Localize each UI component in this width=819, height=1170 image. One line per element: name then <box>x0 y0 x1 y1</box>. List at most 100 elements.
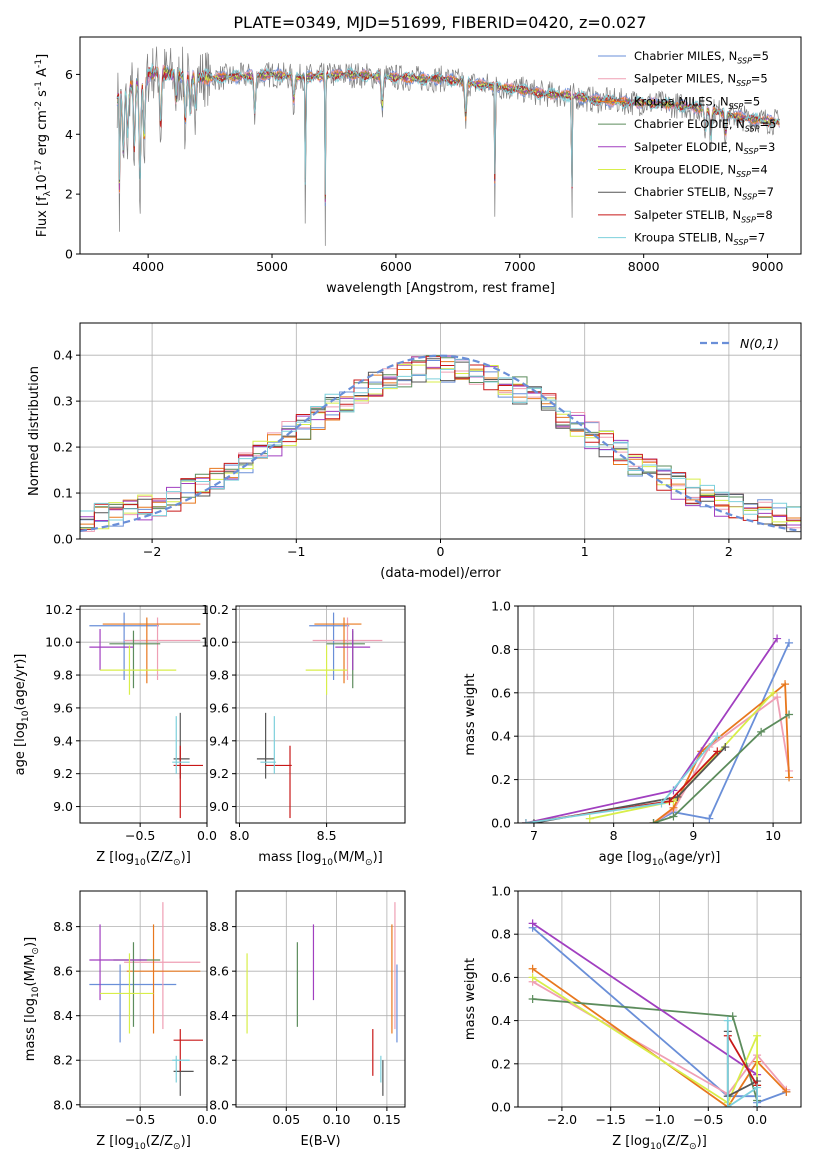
y-tick-label: 10.0 <box>201 635 229 650</box>
x-tick-label: 9 <box>689 828 697 843</box>
x-tick-label: 4000 <box>132 259 164 274</box>
y-tick-label: 9.4 <box>53 733 73 748</box>
y-axis-label: Normed distribution <box>27 366 42 496</box>
mass-weight-point <box>753 1083 762 1092</box>
mass-weight-point <box>713 747 722 756</box>
y-axis-label: mass weight <box>463 673 478 755</box>
x-tick-label: 0.10 <box>323 1112 351 1127</box>
y-tick-label: 8.4 <box>53 1008 73 1023</box>
age_vs_Z-axes: −0.5 0.0 9.0 9.2 9.4 9.6 9.8 10.0 10.2 Z [log10​(… <box>13 602 217 868</box>
y-tick-label: 10.0 <box>45 635 73 650</box>
normal-distribution-curve <box>80 354 801 532</box>
x-tick-label: −0.5 <box>125 828 155 843</box>
y-tick-label: 0.0 <box>53 532 73 547</box>
x-tick-label: −0.5 <box>693 1112 723 1127</box>
y-tick-label: 0.4 <box>53 348 73 363</box>
figure-title: PLATE=0349, MJD=51699, FIBERID=0420, z=0… <box>233 13 646 32</box>
x-tick-label: 7 <box>530 828 538 843</box>
legend-label: Chabrier ELODIE, NSSP​=5 <box>634 117 776 133</box>
mass-weight-line <box>726 1020 758 1107</box>
mass-weight-point <box>705 814 714 823</box>
y-axis-label: mass weight <box>463 958 478 1040</box>
y-tick-label: 0.6 <box>491 685 511 700</box>
legend-label: N(0,1) <box>740 336 779 351</box>
x-axis-label: age [log10​(age/yr)] <box>599 850 721 868</box>
y-tick-label: 8.8 <box>53 919 73 934</box>
model-spectrum-line <box>116 68 780 202</box>
x-tick-label: 8000 <box>628 259 660 274</box>
mass_vs_EBV-axes: 0.05 0.10 0.15 8.0 8.2 8.4 8.6 8.8 E(B-V) <box>209 890 406 1149</box>
y-tick-label: 8.6 <box>53 964 73 979</box>
mass-weight-point <box>773 693 782 702</box>
massweight_vs_age-plot-area <box>521 634 794 823</box>
model-spectrum-line <box>116 65 780 197</box>
y-tick-label: 0.1 <box>53 486 73 501</box>
mass-weight-point <box>753 1103 762 1107</box>
x-axis-label: mass [log10​(M/M⊙​)] <box>258 850 382 868</box>
y-tick-label: 2 <box>65 187 73 202</box>
x-tick-label: −1 <box>287 544 305 559</box>
x-axis-label: Z [log10​(Z/Z⊙​)] <box>96 850 191 868</box>
mass-weight-point <box>753 1031 762 1040</box>
legend-label: Kroupa STELIB, NSSP​=7 <box>634 231 765 247</box>
mass-weight-line <box>589 692 774 820</box>
y-tick-label: 9.2 <box>53 766 73 781</box>
legend-label: Kroupa MILES, NSSP​=5 <box>634 94 760 110</box>
x-tick-label: −2 <box>143 544 161 559</box>
mass-weight-point <box>665 797 674 806</box>
residual-histogram-step <box>80 358 801 526</box>
mass-weight-point <box>528 964 537 973</box>
mass-weight-line <box>532 968 788 1107</box>
y-tick-label: 0.2 <box>491 1056 511 1071</box>
axes-frame <box>79 605 208 824</box>
x-tick-label: 8.5 <box>317 828 337 843</box>
mass-weight-point <box>785 710 794 719</box>
y-tick-label: 1.0 <box>491 884 511 899</box>
x-tick-label: 2 <box>725 544 733 559</box>
y-tick-label: 0.0 <box>491 1100 511 1115</box>
axes-frame <box>235 890 406 1108</box>
mass-weight-point <box>723 1016 732 1025</box>
y-tick-label: 0.4 <box>491 1013 511 1028</box>
y-tick-label: 8.4 <box>209 1008 229 1023</box>
y-tick-label: 9.0 <box>209 799 229 814</box>
mass-weight-point <box>773 634 782 643</box>
model-spectrum-line <box>116 66 780 199</box>
y-tick-label: 0.3 <box>53 394 73 409</box>
mass-weight-point <box>781 680 790 689</box>
x-tick-label: 9000 <box>752 259 784 274</box>
axes-frame <box>79 890 208 1108</box>
y-axis-label: mass [log10​(M/M⊙​)] <box>23 937 41 1061</box>
y-tick-label: 8.2 <box>53 1053 73 1068</box>
mass-weight-point <box>528 973 537 982</box>
legend-label: Chabrier STELIB, NSSP​=7 <box>634 185 774 201</box>
mass-weight-point <box>723 1103 732 1107</box>
x-tick-label: 6000 <box>380 259 412 274</box>
massweight_vs_Z-plot-area <box>528 919 791 1107</box>
y-tick-label: 8.0 <box>53 1097 73 1112</box>
legend-label: Salpeter ELODIE, NSSP​=3 <box>634 140 775 156</box>
y-tick-label: 9.6 <box>53 700 73 715</box>
massweight_vs_Z-axes: −2.0 −1.5 −1.0 −0.5 0.0 0.0 0.2 0.4 0.6 0.8 1.0 Z [… <box>463 884 802 1152</box>
y-tick-label: 9.0 <box>53 799 73 814</box>
y-axis-label: age [log10​(age/yr)] <box>13 654 31 776</box>
y-tick-label: 8.6 <box>209 964 229 979</box>
y-tick-label: 4 <box>65 127 73 142</box>
mass-weight-point <box>757 727 766 736</box>
legend-label: Salpeter MILES, NSSP​=5 <box>634 72 768 88</box>
x-tick-label: −1.0 <box>644 1112 674 1127</box>
mass-weight-point <box>528 995 537 1003</box>
x-axis-label: (data-model)/error <box>380 566 501 581</box>
model-spectrum-line <box>116 66 780 202</box>
x-tick-label: 7000 <box>504 259 536 274</box>
x-tick-label: −2.0 <box>547 1112 577 1127</box>
residuals-axes: −2 −1 0 1 2 0.0 0.1 0.2 0.3 0.4 (data-model)/error… <box>27 322 802 581</box>
x-tick-label: 0.05 <box>272 1112 300 1127</box>
mass-weight-point <box>782 1087 791 1096</box>
model-spectrum-line <box>116 66 780 199</box>
axes-frame <box>517 605 802 824</box>
y-tick-label: 6 <box>65 67 73 82</box>
mass-weight-point <box>785 638 794 647</box>
massweight_vs_age-axes: 7 8 9 10 0.0 0.2 0.4 0.6 0.8 1.0 age [log10​(age/y… <box>463 599 802 868</box>
